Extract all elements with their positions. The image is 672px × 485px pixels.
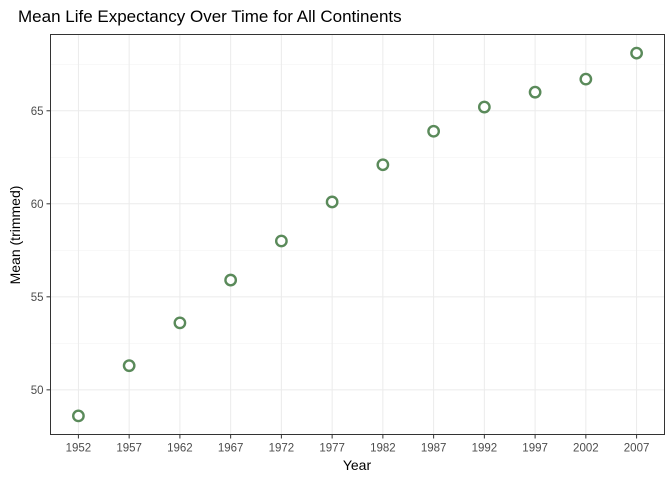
data-point [122, 359, 136, 373]
x-tick-label: 2007 [624, 443, 650, 455]
x-tick-label: 1962 [167, 443, 193, 455]
data-point [173, 316, 187, 330]
data-point [630, 46, 643, 60]
x-tick-label: 1987 [421, 443, 447, 455]
data-point [274, 234, 288, 248]
x-tick-label: 1952 [66, 443, 92, 455]
x-tick-label: 1957 [116, 443, 142, 455]
y-tick-label: 50 [31, 385, 44, 397]
x-tick-label: 1992 [472, 443, 498, 455]
chart-title: Mean Life Expectancy Over Time for All C… [18, 7, 402, 26]
data-point [477, 100, 491, 114]
x-tick-label: 1982 [370, 443, 396, 455]
data-point [376, 158, 390, 172]
y-tick-label: 60 [31, 199, 44, 211]
panel-border [50, 34, 665, 435]
y-tick-label: 55 [31, 292, 44, 304]
y-axis-title: Mean (trimmed) [7, 186, 23, 285]
grid-lines [50, 34, 665, 435]
x-tick-label: 1972 [269, 443, 295, 455]
data-points [72, 46, 643, 423]
data-point [528, 85, 542, 99]
x-tick-label: 2002 [573, 443, 599, 455]
x-tick-label: 1997 [522, 443, 548, 455]
x-axis-title: Year [343, 457, 372, 473]
x-tick-label: 1977 [319, 443, 345, 455]
data-point [224, 273, 238, 287]
x-tick-label: 1967 [218, 443, 244, 455]
x-axis-ticks: 1952 1957 1962 1967 1972 1977 1982 1987 1992 1997… [66, 434, 650, 455]
y-tick-label: 65 [31, 106, 44, 118]
data-point [579, 72, 593, 86]
data-point [427, 124, 441, 138]
y-axis-ticks: 50 55 60 65 [31, 106, 51, 397]
data-point [325, 195, 339, 209]
data-point [72, 409, 85, 423]
